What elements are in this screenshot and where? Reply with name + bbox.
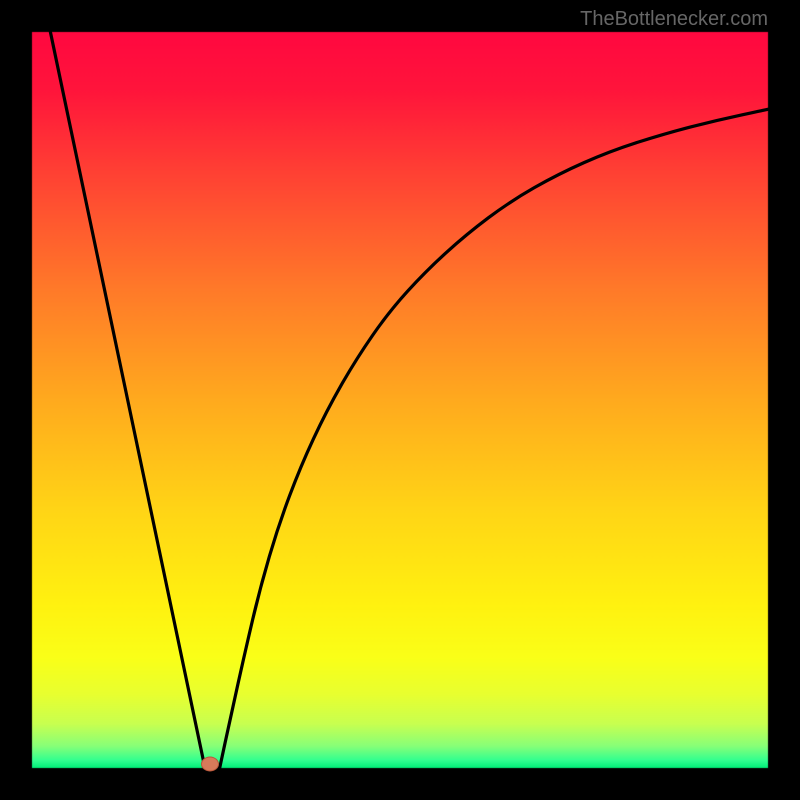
optimal-point-marker <box>201 757 219 772</box>
chart-container: TheBottlenecker.com <box>0 0 800 800</box>
watermark-text: TheBottlenecker.com <box>580 8 768 31</box>
gradient-background <box>0 0 800 800</box>
